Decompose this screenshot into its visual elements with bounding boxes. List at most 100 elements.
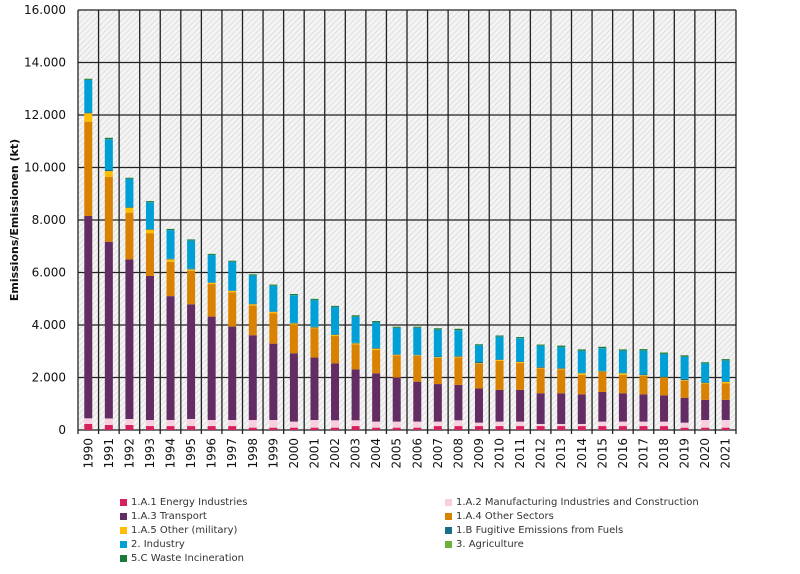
legend-swatch <box>120 527 127 534</box>
bar-segment-2011-6 <box>516 338 525 362</box>
bar-segment-2012-2 <box>536 393 545 424</box>
bar-segment-2019-2 <box>680 397 689 423</box>
bar-segment-2017-2 <box>639 394 648 422</box>
bar-segment-2013-3 <box>557 369 566 394</box>
bar-segment-2002-3 <box>331 336 340 364</box>
bar-segment-1999-0 <box>269 427 278 430</box>
bar-segment-2001-1 <box>310 420 319 428</box>
bar-segment-2004-1 <box>372 421 381 428</box>
x-tick-label: 1995 <box>184 438 198 469</box>
bar-segment-1997-4 <box>228 290 237 293</box>
bar-segment-2013-5 <box>557 368 566 369</box>
bar-segment-2011-3 <box>516 363 525 390</box>
bar-segment-1994-1 <box>166 420 175 427</box>
bar-segment-1993-5 <box>145 229 154 230</box>
bar-segment-2016-3 <box>618 374 627 394</box>
bar-segment-2005-4 <box>392 354 401 356</box>
x-tick-label: 2014 <box>575 438 589 469</box>
bar-segment-1998-4 <box>248 304 257 306</box>
bar-segment-2009-5 <box>474 362 483 364</box>
bar-segment-2015-3 <box>598 371 607 392</box>
bar-segment-1994-2 <box>166 296 175 421</box>
bar-segment-1996-1 <box>207 420 216 427</box>
bar-segment-2018-0 <box>660 426 669 430</box>
bar-segment-2005-6 <box>392 327 401 355</box>
legend-item: 1.A.5 Other (military) <box>120 524 445 537</box>
bar-segment-2007-5 <box>433 356 442 358</box>
bar-segment-2010-0 <box>495 426 504 430</box>
bar-segment-2017-3 <box>639 375 648 395</box>
bar-segment-2014-1 <box>577 423 586 427</box>
x-tick-label: 2009 <box>472 438 486 469</box>
bar-segment-2006-3 <box>413 355 422 382</box>
bar-segment-2009-3 <box>474 363 483 389</box>
legend-swatch <box>445 499 452 506</box>
bar-segment-2015-5 <box>598 370 607 372</box>
bar-segment-2007-4 <box>433 357 442 358</box>
x-tick-label: 1993 <box>143 438 157 469</box>
bar-segment-2020-4 <box>701 383 710 384</box>
legend-swatch <box>445 513 452 520</box>
bar-segment-2010-3 <box>495 360 504 390</box>
bar-segment-2009-8 <box>474 344 483 346</box>
bar-segment-1991-4 <box>104 171 113 177</box>
bar-segment-2001-3 <box>310 328 319 358</box>
bar-segment-1992-2 <box>125 259 134 419</box>
bar-segment-1990-5 <box>84 112 93 114</box>
bar-segment-2010-2 <box>495 389 504 422</box>
bar-segment-2004-8 <box>372 321 381 323</box>
bar-segment-2010-8 <box>495 335 504 337</box>
bar-segment-1999-1 <box>269 420 278 428</box>
legend-label: 3. Agriculture <box>456 539 524 550</box>
bar-segment-1998-0 <box>248 427 257 430</box>
x-tick-label: 2016 <box>616 438 630 469</box>
legend-item: 2. Industry <box>120 538 445 551</box>
bar-segment-2015-6 <box>598 348 607 371</box>
bar-segment-2011-0 <box>516 426 525 430</box>
bar-segment-1995-6 <box>187 240 196 269</box>
bar-segment-2015-0 <box>598 426 607 430</box>
bar-segment-2017-1 <box>639 421 648 427</box>
bar-segment-2019-8 <box>680 355 689 357</box>
bar-segment-2007-3 <box>433 357 442 385</box>
bar-segment-2001-0 <box>310 427 319 430</box>
x-tick-label: 2017 <box>636 438 650 469</box>
bar-segment-2012-1 <box>536 423 545 427</box>
x-tick-label: 2013 <box>554 438 568 469</box>
legend-swatch <box>120 541 127 548</box>
bar-segment-2012-5 <box>536 366 545 368</box>
x-tick-label: 1990 <box>81 438 95 469</box>
bar-segment-2010-4 <box>495 359 504 361</box>
bar-segment-1993-3 <box>145 233 154 276</box>
bar-segment-2015-8 <box>598 346 607 349</box>
bar-segment-2014-5 <box>577 372 586 374</box>
bar-segment-1993-0 <box>145 426 154 430</box>
bar-segment-1997-8 <box>228 260 237 262</box>
y-axis-title: Emissions/Emissionen (kt) <box>8 139 21 301</box>
bar-segment-2016-4 <box>618 373 627 375</box>
bar-segment-2005-5 <box>392 354 401 355</box>
bar-segment-2011-5 <box>516 361 525 363</box>
y-tick-label: 16.000 <box>24 3 66 17</box>
bar-segment-2004-5 <box>372 347 381 349</box>
bar-segment-2008-5 <box>454 355 463 357</box>
bar-segment-1990-8 <box>84 78 93 80</box>
bar-segment-1994-3 <box>166 261 175 297</box>
legend-swatch <box>445 527 452 534</box>
x-tick-label: 2012 <box>534 438 548 469</box>
bar-segment-1990-4 <box>84 113 93 122</box>
bar-segment-2014-3 <box>577 374 586 395</box>
bar-segment-2012-8 <box>536 344 545 346</box>
bar-segment-2006-2 <box>413 381 422 422</box>
bar-segment-2012-3 <box>536 368 545 394</box>
legend-swatch <box>120 555 127 562</box>
bar-segment-1997-3 <box>228 292 237 327</box>
bar-segment-1991-0 <box>104 425 113 430</box>
bar-segment-2014-8 <box>577 349 586 351</box>
bar-segment-1991-2 <box>104 241 113 419</box>
legend-swatch <box>120 513 127 520</box>
bar-segment-2016-5 <box>618 372 627 374</box>
bar-segment-1993-4 <box>145 229 154 234</box>
bar-segment-1990-1 <box>84 418 93 424</box>
